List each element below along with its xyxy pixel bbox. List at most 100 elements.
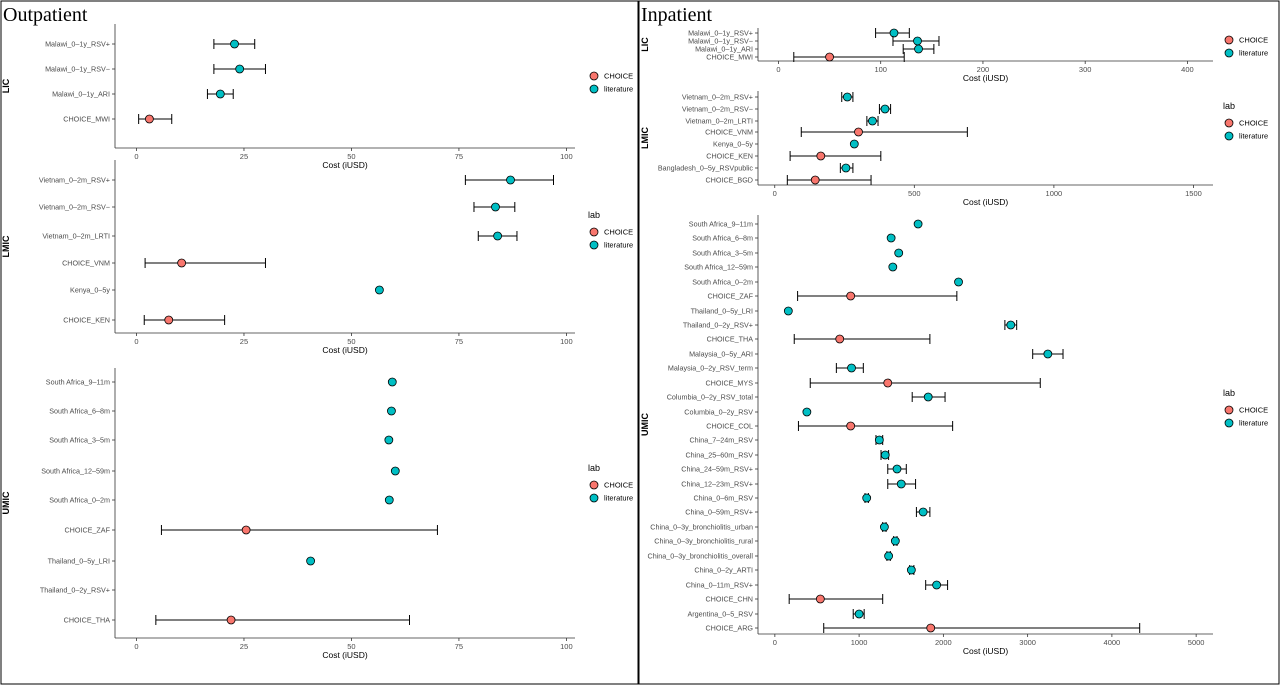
data-point-literature xyxy=(890,536,900,546)
category-label: Malaysia_0–2y_RSV_term xyxy=(668,364,753,373)
outpatient-umic-x-tick-label: 75 xyxy=(455,642,463,651)
category-label: Malaysia_0–5y_ARI xyxy=(689,350,753,359)
outpatient-lmic-chart: 0 25 50 75 100 Cost (iUSD) LMIC Vietnam_0–2m_RS… xyxy=(1,160,633,355)
legend-key-choice xyxy=(589,71,599,81)
data-point-literature xyxy=(215,89,225,99)
inpatient-umic-x-tick-label: 4000 xyxy=(1104,638,1121,647)
category-label: China_0–3y_bronchiolitis_urban xyxy=(650,523,753,532)
inpatient-umic-x-tick-label: 3000 xyxy=(1019,638,1036,647)
category-label: Thailand_0–5y_LRI xyxy=(691,307,753,316)
category-label: CHOICE_BGD xyxy=(705,176,753,185)
legend-key-literature xyxy=(1224,48,1234,58)
outpatient-umic-x-tick-label: 0 xyxy=(134,642,138,651)
inpatient-lic-x-axis-title: Cost (iUSD) xyxy=(963,73,1009,83)
inpatient-lmic-chart: 0 500 1000 1500 Cost (iUSD) LMIC Vietnam_0–2m_… xyxy=(640,91,1268,207)
category-label: CHOICE_THA xyxy=(64,616,111,625)
data-point-literature xyxy=(888,262,898,272)
legend-title: lab xyxy=(588,463,600,473)
category-label: CHOICE_MWI xyxy=(706,53,753,62)
data-point-choice xyxy=(815,594,825,604)
category-label: CHOICE_COL xyxy=(706,422,753,431)
data-point-literature xyxy=(913,36,922,46)
data-point-literature xyxy=(854,609,864,619)
inpatient-lmic-strip-label: LMIC xyxy=(640,127,650,149)
outpatient-lmic-x-tick-label: 75 xyxy=(455,337,463,346)
data-point-literature xyxy=(906,565,916,575)
data-point-literature xyxy=(390,466,400,476)
data-point-literature xyxy=(230,39,239,49)
data-point-choice xyxy=(177,258,187,268)
outpatient-lic-x-tick-label: 25 xyxy=(240,152,248,161)
category-label: South Africa_9–11m xyxy=(689,220,753,229)
legend-label: literature xyxy=(604,85,633,94)
category-label: South Africa_3–5m xyxy=(49,436,110,445)
category-label: South Africa_12–59m xyxy=(41,467,110,476)
legend-key-literature xyxy=(589,84,599,94)
inpatient-lic-x-tick-label: 200 xyxy=(977,65,990,74)
data-point-literature xyxy=(384,435,394,445)
category-label: CHOICE_VNM xyxy=(62,259,110,268)
data-point-literature xyxy=(387,377,397,387)
data-point-literature xyxy=(886,233,896,243)
category-label: Kenya_0–5y xyxy=(70,286,110,295)
data-point-literature xyxy=(841,163,851,173)
legend-key-choice xyxy=(1224,405,1234,415)
inpatient-umic-chart: 0 1000 2000 3000 4000 5000 Cost (iUSD) UMIC Sout… xyxy=(640,215,1268,656)
data-point-literature xyxy=(913,219,923,229)
data-point-literature xyxy=(384,495,394,505)
category-label: Vietnam_0–2m_RSV+ xyxy=(39,176,110,185)
outpatient-umic-x-tick-label: 25 xyxy=(240,642,248,651)
data-point-literature xyxy=(842,92,852,102)
category-label: China_25–60m_RSV xyxy=(685,451,753,460)
data-point-literature xyxy=(879,522,889,532)
inpatient-lmic-x-tick-label: 1000 xyxy=(1046,189,1063,198)
category-label: China_0–6m_RSV xyxy=(693,494,753,503)
category-label: Bangladesh_0–5y_RSVpublic xyxy=(658,164,754,173)
inpatient-lic-x-tick-label: 400 xyxy=(1181,65,1194,74)
legend-key-literature xyxy=(1224,418,1234,428)
outpatient-lic-x-tick-label: 100 xyxy=(560,152,573,161)
inpatient-lic-x-tick-label: 100 xyxy=(874,65,887,74)
category-label: Thailand_0–2y_RSV+ xyxy=(40,586,110,595)
inpatient-lmic-x-tick-label: 1500 xyxy=(1185,189,1202,198)
category-label: Vietnam_0–2m_LRTI xyxy=(42,232,110,241)
category-label: Argentina_0–5_RSV xyxy=(687,610,753,619)
data-point-literature xyxy=(868,116,877,126)
data-point-choice xyxy=(144,114,154,124)
category-label: China_0–11m_RSV+ xyxy=(686,581,753,590)
category-label: CHOICE_KEN xyxy=(63,316,110,325)
inpatient-umic-x-tick-label: 0 xyxy=(773,638,777,647)
inpatient-panel-frame xyxy=(638,0,1280,685)
outpatient-lmic-x-tick-label: 50 xyxy=(347,337,355,346)
category-label: Columbia_0–2y_RSV_total xyxy=(667,393,754,402)
data-point-literature xyxy=(880,104,890,114)
legend-title: lab xyxy=(1223,101,1235,111)
category-label: China_0–59m_RSV+ xyxy=(685,508,753,517)
category-label: CHOICE_THA xyxy=(707,335,754,344)
legend-key-choice xyxy=(1224,35,1234,45)
legend-label: CHOICE xyxy=(1239,119,1268,128)
category-label: CHOICE_KEN xyxy=(706,152,753,161)
category-label: Malawi_0–1y_RSV− xyxy=(688,37,753,46)
inpatient-lmic-x-tick-label: 500 xyxy=(908,189,921,198)
data-point-choice xyxy=(846,291,856,301)
category-label: China_0–3y_bronchiolitis_overall xyxy=(648,552,754,561)
legend-key-choice xyxy=(589,227,599,237)
data-point-choice xyxy=(825,52,834,62)
category-label: Kenya_0–5y xyxy=(713,140,753,149)
legend-label: CHOICE xyxy=(604,72,633,81)
outpatient-umic-x-tick-label: 50 xyxy=(347,642,355,651)
category-label: China_0–2y_ARTI xyxy=(694,566,753,575)
inpatient-lmic-x-tick-label: 0 xyxy=(773,189,777,198)
data-point-choice xyxy=(241,525,251,535)
outpatient-panel-title: Outpatient xyxy=(3,4,88,26)
data-point-literature xyxy=(884,551,894,561)
data-point-choice xyxy=(926,623,936,633)
inpatient-lic-chart: 0 100 200 300 400 Cost (iUSD) LIC Malawi_0–1y_R… xyxy=(640,28,1268,83)
inpatient-umic-legend: lab CHOICE literature xyxy=(1223,388,1268,428)
inpatient-lic-strip-label: LIC xyxy=(640,37,650,52)
category-label: CHOICE_MYS xyxy=(705,379,753,388)
data-point-literature xyxy=(880,450,890,460)
legend-label: CHOICE xyxy=(1239,406,1268,415)
outpatient-lmic-strip-label: LMIC xyxy=(1,235,11,257)
